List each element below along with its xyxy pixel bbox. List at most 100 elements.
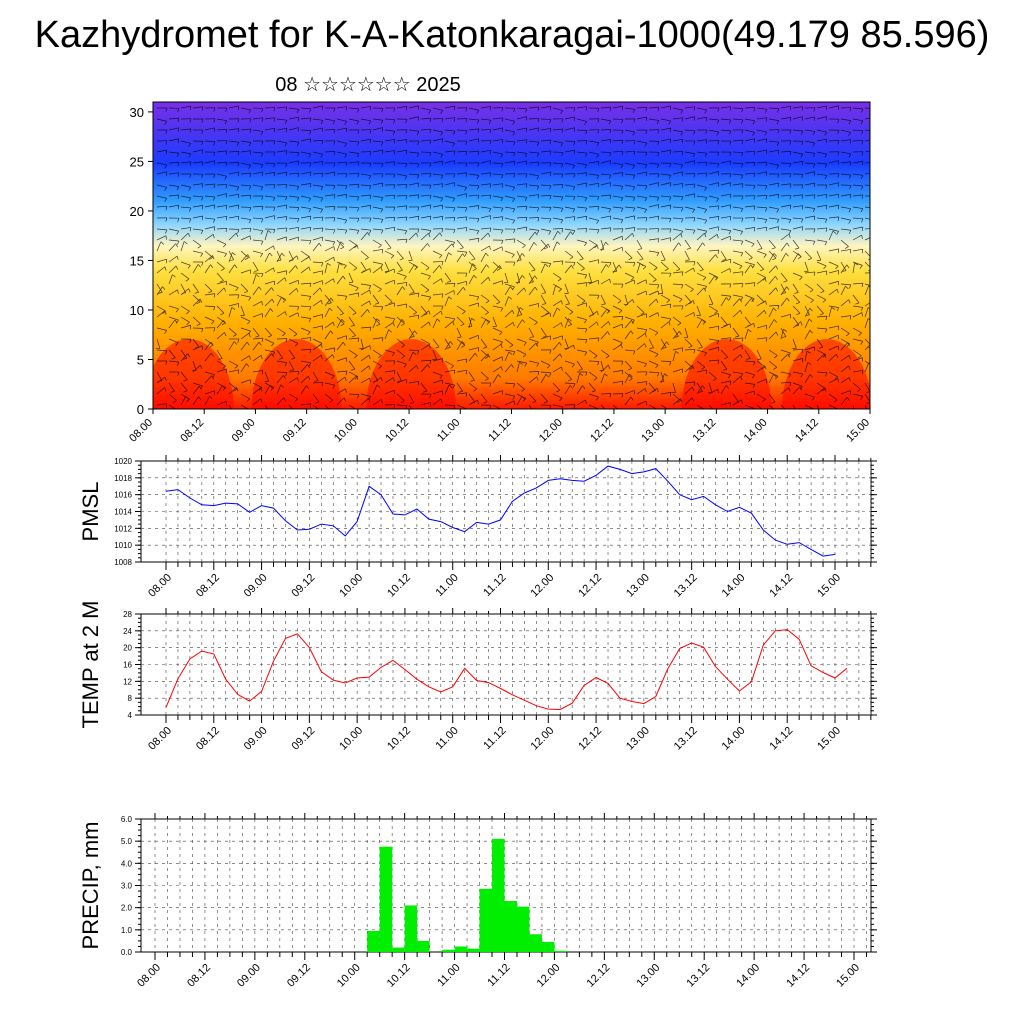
wind-barb (168, 382, 175, 392)
wind-barb-flag (232, 252, 236, 256)
wind-barb (204, 341, 212, 351)
precip-bar (404, 905, 418, 952)
wind-barb (492, 151, 503, 155)
wind-barb-flag (308, 266, 311, 271)
wind-barb-flag (837, 205, 840, 210)
wind-barb-flag (429, 344, 431, 349)
wind-barb (264, 338, 275, 344)
wind-barb (720, 323, 731, 329)
wind-barb-flag (809, 374, 813, 378)
wind-barb (564, 344, 574, 351)
wind-barb (264, 353, 273, 362)
wind-barb (432, 261, 444, 263)
wind-barb (444, 206, 456, 209)
wind-barb (564, 231, 571, 241)
wind-barb-flag (569, 256, 574, 260)
wind-barb-flag (172, 274, 176, 278)
wind-barb-flag (222, 387, 227, 391)
y-tick-label: 0 (137, 402, 144, 417)
wind-barb-flag (788, 387, 791, 392)
wind-barb (228, 404, 233, 409)
wind-barb (372, 261, 383, 265)
wind-barb-flag (776, 165, 780, 169)
wind-barb-flag (813, 107, 816, 112)
wind-barb-flag (476, 119, 480, 124)
wind-barb (420, 344, 430, 351)
wind-barb-flag (201, 106, 204, 111)
wind-barb-flag (645, 381, 648, 386)
wind-barb-flag (357, 172, 360, 178)
wind-barb-flag (522, 319, 526, 323)
wind-barb (432, 195, 443, 199)
wind-barb (516, 382, 525, 390)
wind-barb (720, 349, 729, 358)
wind-barb-flag (537, 371, 540, 376)
wind-barb (696, 217, 707, 221)
wind-barb-flag (548, 263, 552, 268)
wind-barb-flag (560, 142, 564, 147)
wind-barb (492, 390, 503, 395)
wind-barb (456, 118, 468, 120)
wind-barb-flag (249, 355, 251, 360)
wind-barb (264, 162, 276, 164)
wind-barb (408, 264, 415, 274)
wind-barb-flag (158, 292, 163, 294)
wind-barb (816, 227, 827, 230)
wind-barb (492, 316, 497, 327)
wind-barb (300, 266, 310, 274)
x-tick-label: 12.12 (585, 962, 613, 990)
wind-barb-flag (160, 241, 165, 245)
wind-barb-flag (377, 355, 382, 359)
wind-barb (816, 129, 827, 133)
wind-barb (576, 250, 584, 259)
wind-barb-flag (465, 392, 468, 397)
wind-barb-flag (320, 197, 324, 202)
wind-barb (276, 184, 288, 186)
wind-barb (780, 272, 788, 282)
wind-barb-flag (213, 118, 216, 123)
wind-barb (636, 162, 647, 166)
wind-barb-flag (785, 412, 789, 414)
precip-bar (479, 888, 493, 952)
wind-barb-flag (512, 198, 516, 202)
wind-barb (312, 151, 323, 155)
wind-barb (792, 404, 796, 409)
wind-barb-flag (637, 248, 642, 250)
wind-barb (684, 228, 695, 231)
wind-barb-flag (500, 229, 504, 234)
wind-barb (336, 319, 343, 329)
wind-barb (408, 151, 419, 154)
x-tick-label: 11.12 (481, 725, 508, 752)
wind-barb (528, 231, 536, 241)
wind-barb-flag (284, 277, 287, 282)
wind-barb-flag (512, 395, 516, 400)
wind-barb-flag (795, 247, 800, 250)
wind-barb-flag (741, 119, 744, 124)
wind-barb-flag (309, 162, 312, 167)
wind-barb-flag (800, 373, 804, 378)
wind-barb-flag (608, 208, 612, 213)
wind-barb-flag (165, 403, 168, 408)
wind-barb (156, 228, 167, 231)
wind-barb (372, 360, 382, 367)
wind-barb (552, 382, 561, 391)
wind-barb (216, 401, 227, 406)
wind-barb-flag (319, 287, 323, 292)
wind-barb-flag (164, 266, 167, 271)
wind-barb-flag (561, 300, 563, 305)
wind-barb-flag (860, 208, 864, 213)
wind-barb (408, 327, 415, 337)
precip-bar (554, 950, 567, 952)
wind-barb (240, 379, 251, 384)
wind-barb-flag (669, 128, 672, 133)
wind-barb (672, 398, 681, 406)
wind-barb (204, 140, 215, 143)
wind-barb-flag (584, 164, 588, 169)
wind-barb (228, 193, 239, 197)
wind-barb-flag (235, 232, 239, 237)
wind-barb (312, 338, 323, 344)
wind-barb (744, 390, 755, 395)
wind-barb-flag (561, 163, 564, 168)
wind-barb-flag (209, 257, 213, 260)
wind-barb (384, 302, 395, 307)
